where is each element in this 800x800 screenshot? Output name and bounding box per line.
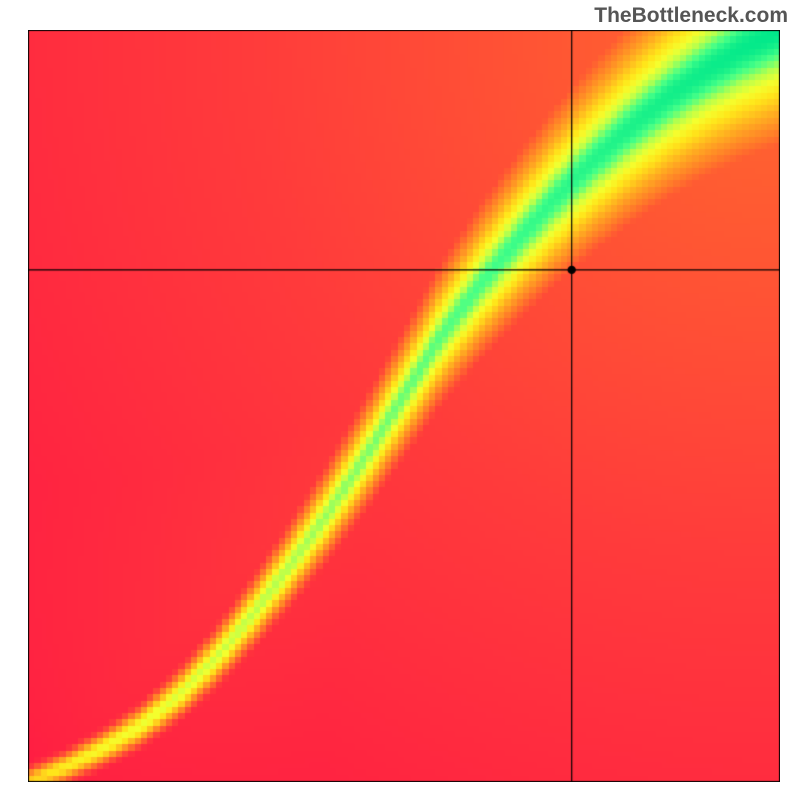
chart-container: TheBottleneck.com [0, 0, 800, 800]
watermark-text: TheBottleneck.com [594, 4, 788, 28]
bottleneck-heatmap [28, 30, 780, 782]
